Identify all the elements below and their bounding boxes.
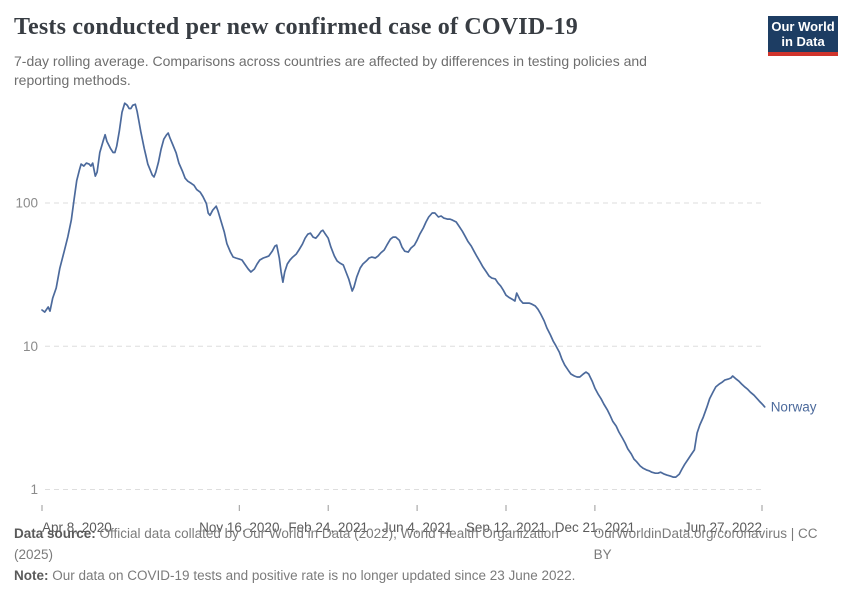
y-axis-tick-labels: 1 10 100 [15,196,38,498]
owid-logo-line1: Our World [771,19,835,34]
note-text: Note: Our data on COVID-19 tests and pos… [14,568,575,583]
page-title: Tests conducted per new confirmed case o… [14,14,578,40]
series-label-norway: Norway [771,399,817,414]
note-label: Note: [14,568,49,583]
x-tick-label: Dec 21, 2021 [555,520,635,535]
x-tick-label: Jun 4, 2021 [382,520,453,535]
data-source-value: Official data collated by Our World in D… [14,526,559,562]
y-tick-label-100: 100 [15,196,38,211]
y-tick-label-10: 10 [23,339,38,354]
x-tick-label: Apr 8, 2020 [42,520,112,535]
series-line-norway [41,102,766,478]
x-axis-tick-labels: Apr 8, 2020 Nov 16, 2020 Feb 24, 2021 Jun 4… [41,505,763,535]
data-source-label: Data source: [14,526,96,541]
x-tick-label: Sep 12, 2021 [466,520,546,535]
owid-coronavirus-link[interactable]: OurWorldinData.org/coronavirus | CC BY [593,526,818,562]
data-series [41,102,766,478]
chart-subtitle: 7-day rolling average. Comparisons acros… [14,53,647,88]
series-end-labels: Norway [771,399,817,414]
owid-logo-line2: in Data [781,34,825,49]
x-tick-label: Feb 24, 2021 [288,520,368,535]
x-tick-label: Jun 27, 2022 [684,520,762,535]
owid-logo[interactable]: Our World in Data [768,16,838,56]
gridlines [45,202,762,490]
data-source-text: Data source: Official data collated by O… [14,523,594,565]
chart-footer: Data source: Official data collated by O… [14,523,836,586]
y-tick-label-1: 1 [30,482,38,497]
line-chart-plot: 1 10 100 Apr 8, 2020 Nov 16, 2020 Feb 24, 20… [15,102,817,535]
note-value: Our data on COVID-19 tests and positive … [48,568,576,583]
x-tick-label: Nov 16, 2020 [199,520,279,535]
